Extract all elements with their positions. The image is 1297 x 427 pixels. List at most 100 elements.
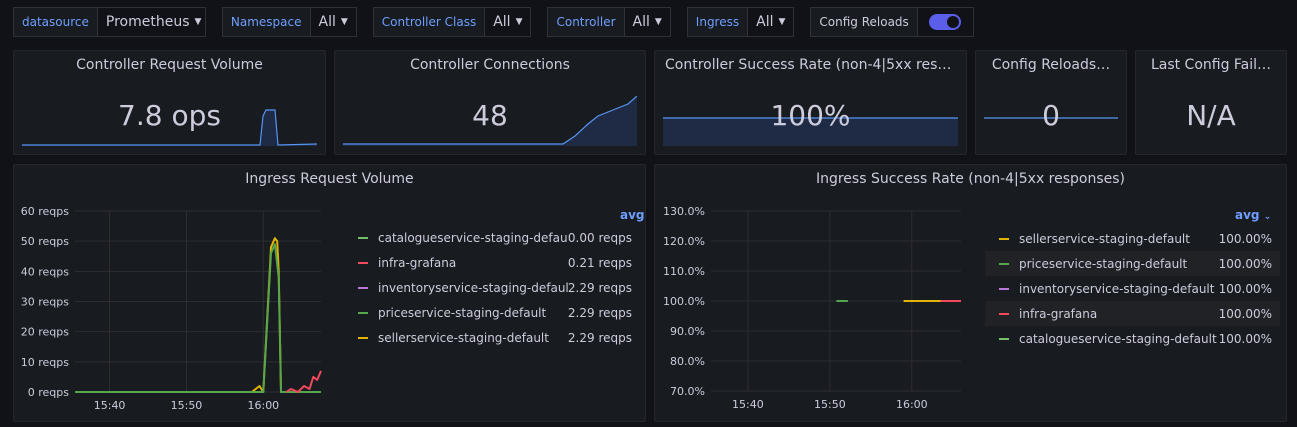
stat-value: 7.8 ops (118, 99, 221, 132)
legend-series-name: inventoryservice-staging-default (378, 280, 568, 295)
variables-bar: datasource Prometheus ▼ Namespace All ▼ … (13, 7, 974, 37)
sparkline-area (663, 118, 958, 146)
y-tick-label: 90.0% (670, 325, 705, 338)
chevron-down-icon: ▼ (194, 17, 202, 27)
panel-title: Last Config Fail… (1150, 57, 1272, 73)
legend-item[interactable]: catalogueservice-staging-default 100.00% (985, 326, 1280, 351)
legend-series-value: 100.00% (1218, 281, 1272, 296)
stat-panel-connections[interactable]: Controller Connections 48 (334, 50, 646, 155)
legend-header-avg[interactable]: avg (620, 208, 645, 222)
y-tick-label: 60 reqps (21, 205, 70, 218)
legend-series-value: 0.21 reqps (567, 255, 632, 270)
legend-series-name: inventoryservice-staging-default (1019, 281, 1215, 296)
stat-panel-last-config-failed[interactable]: Last Config Fail… N/A (1135, 50, 1287, 155)
legend-item[interactable]: infra-grafana 100.00% (985, 301, 1280, 326)
datasource-value: Prometheus (105, 14, 190, 30)
legend-series-name: catalogueservice-staging-default (1019, 331, 1217, 346)
stat-value: 0 (1042, 99, 1060, 132)
chevron-down-icon: ▼ (778, 17, 786, 27)
legend: sellerservice-staging-default 100.00% pric… (985, 226, 1280, 351)
legend-series-name: sellerservice-staging-default (1019, 231, 1190, 246)
legend-item[interactable]: priceservice-staging-default 2.29 reqps (344, 300, 640, 325)
legend-swatch (999, 337, 1009, 340)
legend-item[interactable]: catalogueservice-staging-default 0.00 req… (344, 225, 640, 250)
toggle-switch[interactable] (929, 14, 962, 30)
legend-series-name: priceservice-staging-default (1019, 256, 1188, 271)
sparkline (343, 96, 637, 146)
legend-swatch (999, 237, 1009, 240)
panel-title: Config Reloads… (991, 57, 1111, 73)
ingress-value: All (756, 14, 774, 30)
legend-item[interactable]: infra-grafana 0.21 reqps (344, 250, 640, 275)
chevron-down-icon: ⌄ (1263, 212, 1272, 222)
success-rate-chart: 70.0% 80.0% 90.0% 100.0% 110.0% 120.0% 130.0% 1… (663, 205, 961, 411)
chevron-down-icon: ▼ (340, 17, 348, 27)
ingress-select[interactable]: All ▼ (748, 7, 795, 37)
stat-value: N/A (1186, 99, 1236, 132)
x-tick-label: 16:00 (896, 398, 928, 411)
legend-series-value: 100.00% (1218, 231, 1272, 246)
x-tick-label: 16:00 (247, 399, 279, 412)
x-tick-label: 15:50 (814, 398, 846, 411)
graph-panel-request-volume[interactable]: Ingress Request Volume 0 reqps 10 reqps 20… (13, 164, 646, 422)
stat-panel-config-reloads[interactable]: Config Reloads… 0 (975, 50, 1127, 155)
legend-header-label: avg (1235, 208, 1260, 222)
y-tick-label: 30 reqps (21, 296, 70, 309)
chevron-down-icon: ▼ (654, 17, 662, 27)
legend-item[interactable]: sellerservice-staging-default 100.00% (985, 226, 1280, 251)
y-tick-label: 100.0% (663, 295, 705, 308)
config-reloads-toggle[interactable] (917, 7, 974, 37)
legend-series-value: 100.00% (1218, 331, 1272, 346)
legend-swatch (358, 311, 368, 314)
legend-item[interactable]: priceservice-staging-default 100.00% (985, 251, 1280, 276)
legend-item[interactable]: inventoryservice-staging-default 2.29 req… (344, 275, 640, 300)
legend-series-name: sellerservice-staging-default (378, 330, 549, 345)
series-line (285, 370, 322, 393)
stat-value: 100% (770, 99, 851, 132)
graph-panel-success-rate[interactable]: Ingress Success Rate (non-4|5xx response… (654, 164, 1287, 422)
legend-header-avg[interactable]: avg ⌄ (1235, 208, 1271, 222)
y-tick-label: 20 reqps (21, 326, 70, 339)
legend-series-value: 100.00% (1218, 256, 1272, 271)
controller-class-select[interactable]: All ▼ (485, 7, 532, 37)
legend-swatch (358, 236, 368, 239)
sparkline (663, 117, 958, 146)
legend-swatch (999, 262, 1009, 265)
x-tick-label: 15:50 (171, 399, 203, 412)
legend-swatch (358, 336, 368, 339)
legend: catalogueservice-staging-default 0.00 req… (344, 225, 640, 350)
y-tick-label: 40 reqps (21, 265, 70, 278)
y-tick-label: 110.0% (663, 265, 705, 278)
legend-series-name: infra-grafana (378, 255, 457, 270)
stat-panel-request-volume[interactable]: Controller Request Volume 7.8 ops (13, 50, 326, 155)
sparkline (22, 109, 317, 146)
legend-item[interactable]: inventoryservice-staging-default 100.00% (985, 276, 1280, 301)
toggle-knob (947, 16, 960, 28)
datasource-select[interactable]: Prometheus ▼ (97, 7, 206, 37)
panel-title: Controller Request Volume (76, 57, 263, 73)
legend-series-value: 2.29 reqps (567, 305, 632, 320)
legend-swatch (999, 287, 1009, 290)
y-tick-label: 120.0% (663, 235, 705, 248)
legend-series-value: 100.00% (1218, 306, 1272, 321)
sparkline-line (22, 109, 317, 146)
stat-panel-success-rate[interactable]: Controller Success Rate (non-4|5xx respo… (654, 50, 967, 155)
controller-select[interactable]: All ▼ (624, 7, 671, 37)
y-tick-label: 10 reqps (21, 356, 70, 369)
legend-swatch (999, 312, 1009, 315)
y-tick-label: 0 reqps (28, 386, 70, 399)
config-reloads-label: Config Reloads (810, 7, 918, 37)
legend-swatch (358, 286, 368, 289)
var-label-datasource: datasource (13, 7, 98, 37)
var-label-controller: Controller (547, 7, 625, 37)
legend-swatch (358, 261, 368, 264)
legend-series-name: infra-grafana (1019, 306, 1098, 321)
stat-value: 48 (472, 99, 508, 132)
legend-series-name: priceservice-staging-default (378, 305, 547, 320)
panel-title: Controller Success Rate (non-4|5xx respo… (665, 57, 966, 73)
legend-series-value: 2.29 reqps (567, 330, 632, 345)
chevron-down-icon: ▼ (515, 17, 523, 27)
panel-title: Controller Connections (410, 57, 570, 73)
namespace-select[interactable]: All ▼ (310, 7, 357, 37)
legend-item[interactable]: sellerservice-staging-default 2.29 reqps (344, 325, 640, 350)
